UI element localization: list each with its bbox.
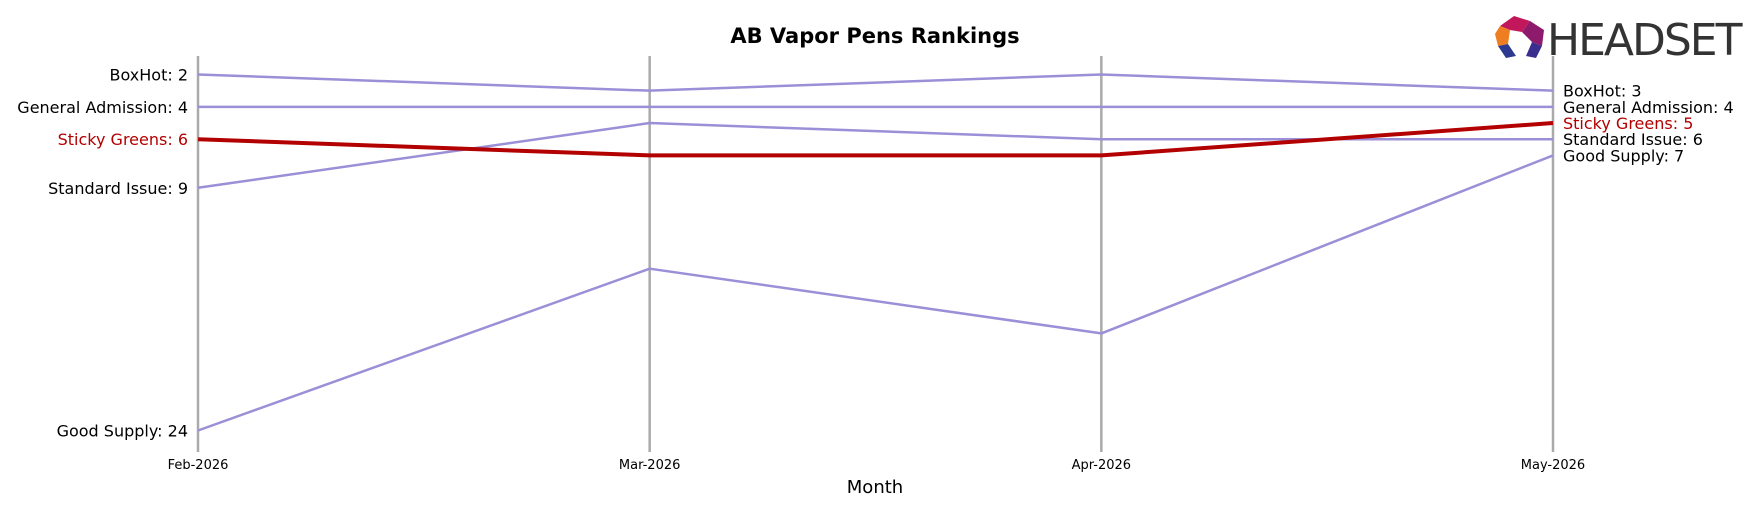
start-label-sticky-greens: Sticky Greens: 6 (58, 130, 188, 149)
start-label-general-admission: General Admission: 4 (17, 98, 188, 117)
x-tick-label: Mar-2026 (619, 458, 680, 473)
x-axis-label: Month (847, 477, 903, 498)
x-tick-label: Feb-2026 (168, 458, 229, 473)
month-axes (196, 56, 1555, 452)
series-line-sticky-greens (197, 121, 1554, 158)
start-label-boxhot: BoxHot: 2 (110, 66, 189, 85)
end-label-good-supply: Good Supply: 7 (1563, 146, 1684, 165)
start-label-standard-issue: Standard Issue: 9 (48, 179, 188, 198)
end-label-boxhot: BoxHot: 3 (1563, 82, 1642, 101)
headset-logo-text: HEADSET (1547, 15, 1743, 66)
series-lines (197, 73, 1554, 432)
series-line-good-supply (197, 154, 1554, 432)
start-label-good-supply: Good Supply: 24 (57, 422, 188, 441)
chart-title: AB Vapor Pens Rankings (730, 24, 1019, 48)
headset-logo: HEADSET (1495, 15, 1745, 66)
headset-logo-icon (1495, 16, 1544, 58)
x-tick-labels: Feb-2026 Mar-2026 Apr-2026 May-2026 (168, 458, 1586, 473)
x-tick-label: Apr-2026 (1072, 458, 1131, 473)
x-tick-label: May-2026 (1521, 458, 1585, 473)
end-label-sticky-greens: Sticky Greens: 5 (1563, 114, 1693, 133)
end-label-standard-issue: Standard Issue: 6 (1563, 130, 1703, 149)
end-label-general-admission: General Admission: 4 (1563, 98, 1734, 117)
series-line-boxhot (197, 73, 1554, 92)
